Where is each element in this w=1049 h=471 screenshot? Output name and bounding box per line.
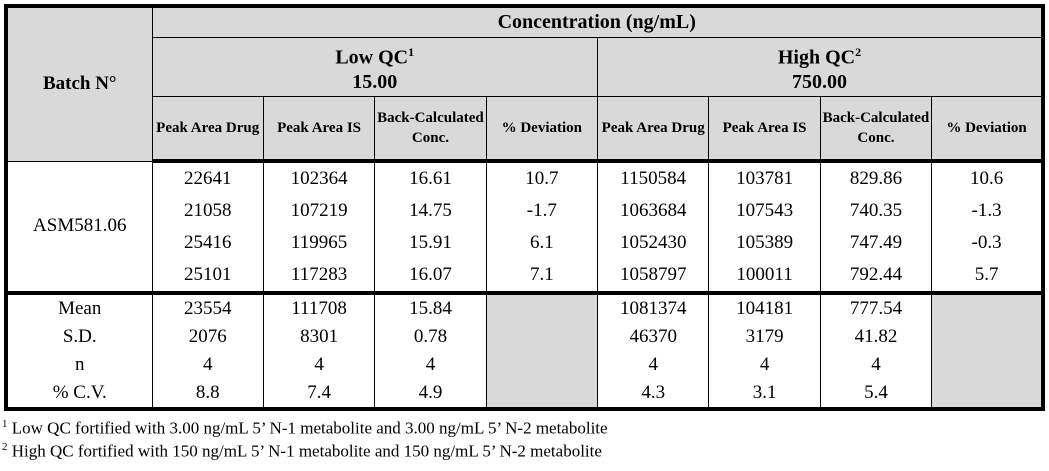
table-cell: 117283 [262,259,376,295]
table-cell: -1.3 [931,195,1044,227]
table-cell: -0.3 [931,227,1044,259]
table-cell: 104181 [708,293,821,323]
high-qc-header: High QC2 750.00 [597,37,1044,97]
table-cell: 1150584 [596,161,710,195]
table-cell: 8301 [262,323,376,351]
stats-label: n [5,351,153,379]
table-cell: 4 [262,351,376,379]
table-cell: 119965 [262,227,376,259]
table-cell: 107219 [262,195,376,227]
concentration-header: Concentration (ng/mL) [151,5,1044,38]
table-cell: 7.1 [485,259,599,295]
column-header: % Deviation [931,96,1044,163]
table-cell: 777.54 [819,293,933,323]
stats-row: S.D. 2076 8301 0.78 46370 3179 41.82 [5,323,1044,351]
table-row: 21058 107219 14.75 -1.7 1063684 107543 740.35-… [6,195,1044,227]
column-header: Peak Area Drug [596,96,710,163]
column-header: Peak Area IS [708,96,821,163]
batch-cell: ASM581.06 [5,161,153,295]
column-header: Back-Calculated Conc. [374,96,487,163]
empty-cell [931,379,1044,409]
table-cell: 100011 [708,259,821,295]
table-cell: 4 [151,351,264,379]
table-cell: 111708 [262,293,376,323]
table-cell: 103781 [708,161,821,195]
table-cell: 10.7 [485,161,599,195]
batch-header: Batch N° [5,5,153,162]
table-row: 25416 119965 15.91 6.1 1052430 105389 747.49 -0… [6,227,1044,259]
table-cell: 4 [374,351,487,379]
table-cell: 102364 [262,161,376,195]
table-cell: 747.49 [819,227,933,259]
table-cell: 1063684 [596,195,710,227]
table-cell: 3.1 [708,379,821,409]
stats-label: S.D. [5,323,153,351]
table-cell: 829.86 [819,161,933,195]
table-cell: 792.44 [819,259,933,295]
table-cell: 5.4 [819,379,933,409]
table-cell: 46370 [596,323,710,351]
table-cell: 25416 [151,227,264,259]
table-cell: 16.61 [374,161,487,195]
column-header: Back-Calculated Conc. [819,96,933,163]
stats-label: % C.V. [5,379,153,409]
empty-cell [931,293,1044,323]
table-row: ASM581.06 22641 102364 16.61 10.7 1150584 1037… [5,161,1044,295]
table-cell: 4 [596,351,710,379]
empty-cell [485,351,599,379]
table-row: 25101 117283 16.07 7.1 1058797 100011 792.44 5.… [6,259,1044,295]
table-cell: -1.7 [485,195,599,227]
empty-cell [485,379,599,409]
stats-label: Mean [5,293,153,323]
column-header: % Deviation [485,96,599,163]
table-cell: 22641 [151,161,264,195]
table-cell: 14.75 [374,195,487,227]
table-cell: 105389 [708,227,821,259]
table-cell: 5.7 [931,259,1044,295]
table-cell: 2076 [151,323,264,351]
table-cell: 15.91 [374,227,487,259]
low-qc-header: Low QC1 15.00 [151,37,598,97]
table-cell: 4.9 [374,379,487,409]
table-cell: 1081374 [596,293,710,323]
table-cell: 1052430 [596,227,710,259]
table-cell: 0.78 [374,323,487,351]
table-cell: 3179 [708,323,821,351]
empty-cell [485,323,599,351]
table-cell: 15.84 [374,293,487,323]
table-cell: 21058 [151,195,264,227]
qc-results-table: Batch N° Concentration (ng/mL) Low QC1 15… [4,4,1045,411]
table-cell: 6.1 [485,227,599,259]
table-cell: 7.4 [262,379,376,409]
table-cell: 41.82 [819,323,933,351]
table-cell: 107543 [708,195,821,227]
empty-cell [485,293,599,323]
column-header: Peak Area Drug [151,96,264,163]
table-cell: 4 [708,351,821,379]
table-cell: 4.3 [596,379,710,409]
table-cell: 1058797 [596,259,710,295]
footnote-2: 2 High QC fortified with 150 ng/mL 5’ N-… [2,441,602,461]
empty-cell [931,323,1044,351]
table-cell: 10.6 [931,161,1044,195]
footnote-1: 1 Low QC fortified with 3.00 ng/mL 5’ N-… [2,418,608,438]
stats-row: % C.V. 8.8 7.4 4.9 4.3 3.1 5.4 [5,379,1044,409]
table-cell: 25101 [151,259,264,295]
empty-cell [931,351,1044,379]
column-header: Peak Area IS [262,96,376,163]
stats-row: Mean 23554 111708 15.84 1081374 104181 777.54 [5,293,1044,323]
table-cell: 4 [819,351,933,379]
table-cell: 740.35 [819,195,933,227]
table-cell: 16.07 [374,259,487,295]
table-cell: 23554 [151,293,264,323]
table-cell: 8.8 [151,379,264,409]
